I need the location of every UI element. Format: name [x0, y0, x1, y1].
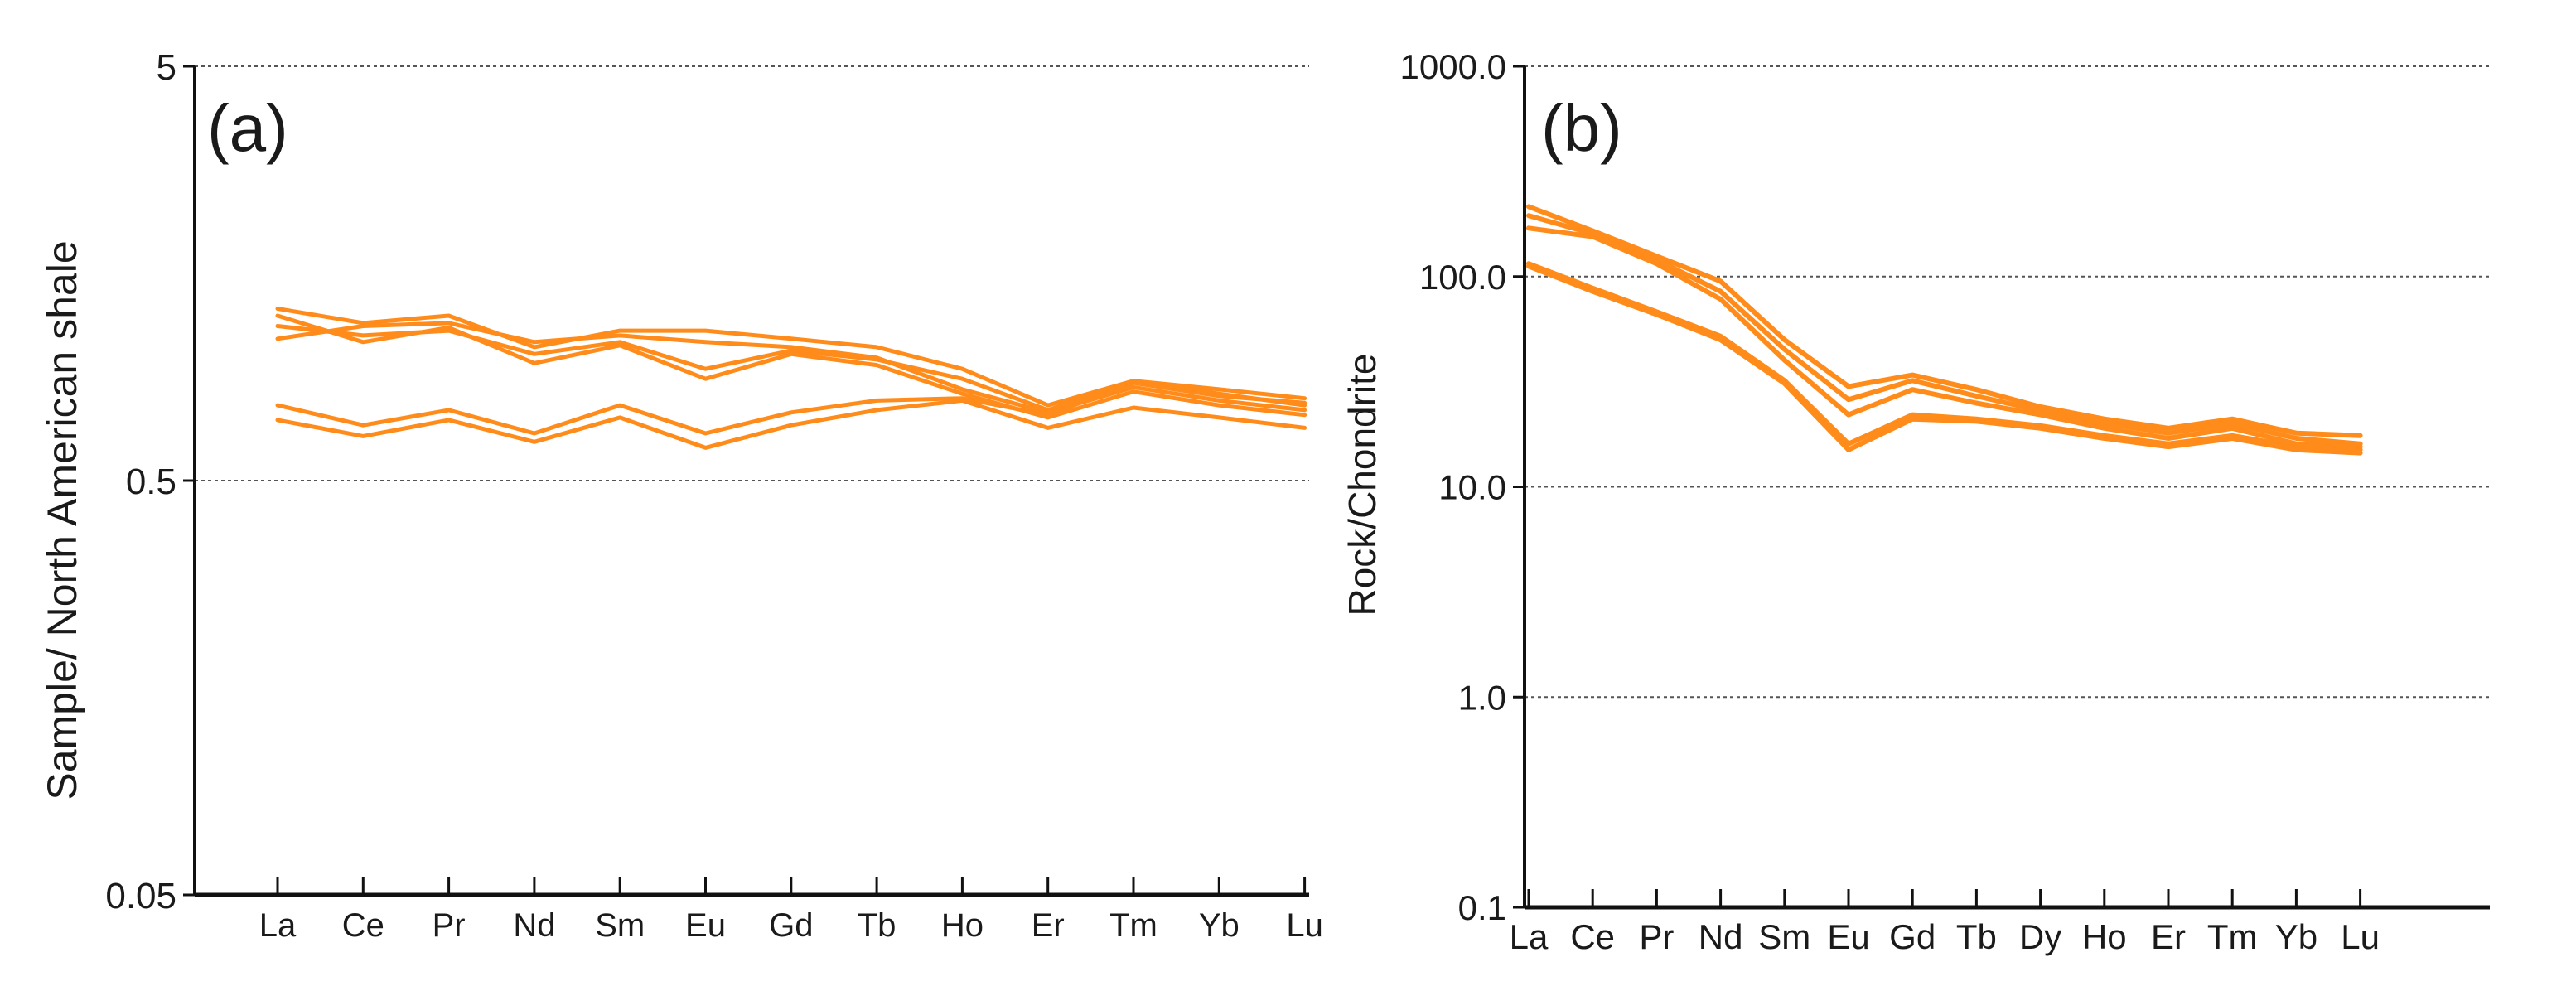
- x-tick-label: Dy: [2019, 917, 2061, 956]
- series-line: [1526, 225, 2363, 450]
- panel-b-y-axis-label: Rock/Chondrite: [1341, 353, 1384, 616]
- y-tick-label: 100.0: [1419, 258, 1506, 297]
- x-tick-label: Ho: [941, 907, 984, 944]
- x-tick-label: Er: [2151, 917, 2186, 956]
- panel-b-chart: 1000.0 100.0 10.0 1.0 0.1 La Ce Pr Nd Sm Eu Gd Tb Dy…: [1341, 47, 2490, 956]
- series-line: [1526, 261, 2363, 452]
- x-tick-label: Tb: [1956, 917, 1997, 956]
- x-tick-label: Sm: [595, 907, 645, 944]
- x-tick-label: Pr: [1639, 917, 1674, 956]
- series-line: [1526, 263, 2363, 456]
- x-tick-label: Tm: [2207, 917, 2258, 956]
- panel-a-y-axis-label: Sample/ North American shale: [39, 240, 85, 800]
- panel-a-x-ticks: La Ce Pr Nd Sm Eu Gd Tb Ho Er Tm Yb Lu: [259, 877, 1323, 944]
- panel-a-chart: 50.50.05 La Ce Pr Nd Sm Eu Gd Tb Ho Er Tm Yb Lu (a) …: [39, 47, 1323, 944]
- series-line: [275, 324, 1307, 413]
- y-tick-label: 0.5: [126, 462, 176, 502]
- panel-b-label: (b): [1541, 91, 1622, 165]
- y-tick-label: 0.05: [105, 876, 176, 916]
- x-tick-label: Yb: [1199, 907, 1240, 944]
- panel-b-series: [1526, 204, 2363, 456]
- series-line: [1526, 213, 2363, 447]
- x-tick-label: Eu: [685, 907, 726, 944]
- x-tick-label: Pr: [433, 907, 466, 944]
- x-tick-label: Nd: [1699, 917, 1743, 956]
- y-tick-label: 1000.0: [1400, 47, 1506, 86]
- x-tick-label: Tm: [1109, 907, 1158, 944]
- y-tick-label: 10.0: [1438, 468, 1506, 507]
- panel-a-gridlines: [195, 65, 1309, 481]
- panel-b-y-tick-labels: 1000.0 100.0 10.0 1.0 0.1: [1400, 47, 1525, 927]
- series-line: [275, 321, 1307, 415]
- panel-a-label: (a): [207, 91, 288, 165]
- x-tick-label: Ce: [342, 907, 384, 944]
- y-tick-label: 1.0: [1458, 678, 1506, 717]
- x-tick-label: Tb: [858, 907, 897, 944]
- panel-b-x-ticks: La Ce Pr Nd Sm Eu Gd Tb Dy Ho Er Tm Yb Lu: [1510, 889, 2380, 956]
- series-line: [1526, 204, 2363, 438]
- x-tick-label: Lu: [2341, 917, 2380, 956]
- x-tick-label: Sm: [1758, 917, 1810, 956]
- x-tick-label: Gd: [1889, 917, 1936, 956]
- series-line: [275, 380, 1307, 436]
- x-tick-label: Ce: [1570, 917, 1615, 956]
- x-tick-label: Gd: [769, 907, 813, 944]
- x-tick-label: Yb: [2275, 917, 2317, 956]
- x-tick-label: La: [259, 907, 297, 944]
- y-tick-label: 0.1: [1458, 888, 1506, 927]
- x-tick-label: Eu: [1827, 917, 1869, 956]
- panel-a-y-tick-labels: 5 0.5 0.05: [105, 47, 195, 916]
- x-tick-label: Lu: [1286, 907, 1323, 944]
- y-tick-label: 5: [157, 47, 176, 88]
- x-tick-label: Nd: [513, 907, 555, 944]
- panel-a-series: [275, 307, 1307, 450]
- x-tick-label: Er: [1032, 907, 1065, 944]
- series-line: [275, 398, 1307, 450]
- x-tick-label: Ho: [2082, 917, 2127, 956]
- x-tick-label: La: [1510, 917, 1549, 956]
- series-line: [275, 313, 1307, 420]
